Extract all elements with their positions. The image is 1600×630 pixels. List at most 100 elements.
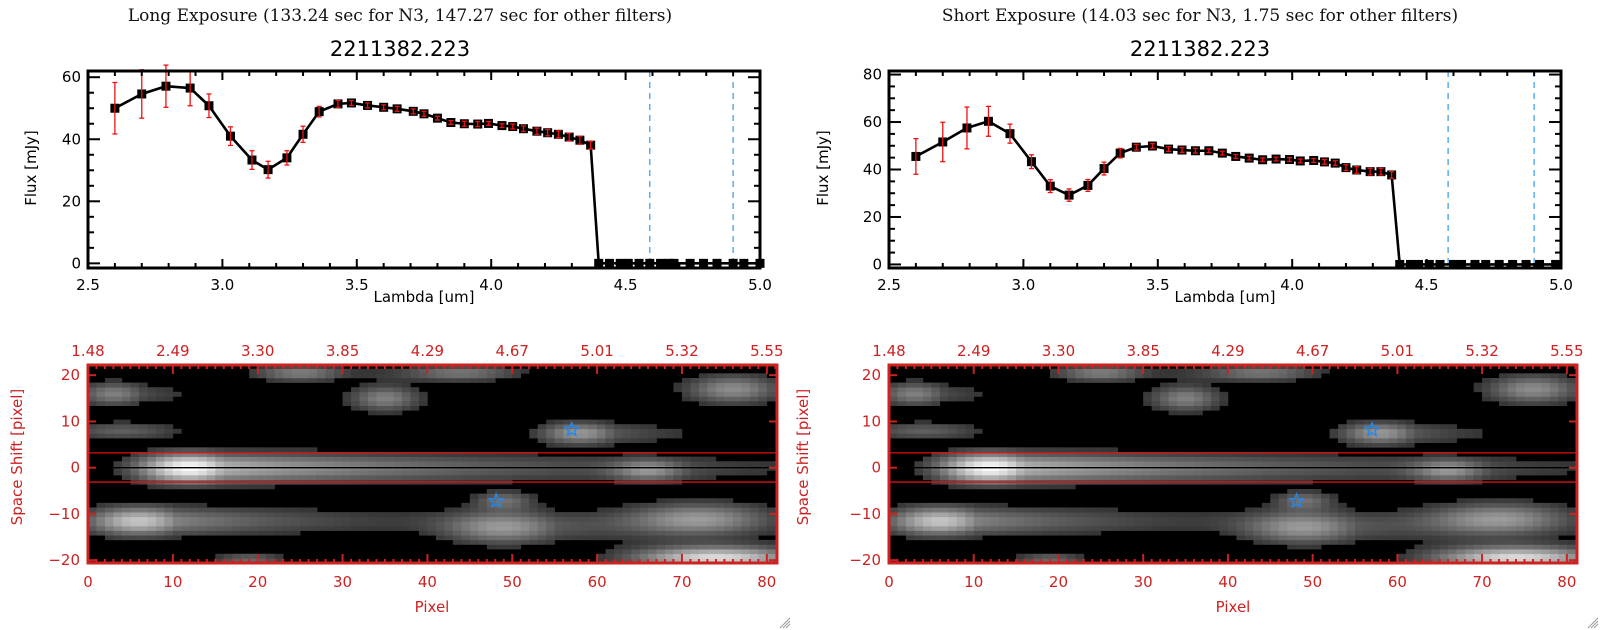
image-pixel [1117, 475, 1127, 481]
image-pixel [664, 470, 674, 476]
image-pixel [673, 475, 683, 481]
image-pixel [715, 521, 725, 527]
image-pixel [597, 512, 606, 518]
image-pixel [1507, 535, 1517, 541]
image-pixel [503, 530, 513, 536]
image-pixel [597, 475, 606, 481]
image-pixel [1202, 387, 1212, 393]
image-pixel [1532, 502, 1542, 508]
image-pixel [104, 387, 114, 393]
image-pixel [164, 525, 174, 531]
image-pixel [1168, 382, 1178, 388]
image-pixel [732, 373, 742, 379]
image-pixel [1549, 391, 1559, 397]
image-pixel [384, 461, 394, 467]
image-pixel [1431, 428, 1441, 434]
image-pixel [1566, 516, 1576, 522]
image-pixel [317, 461, 326, 467]
image-pixel [138, 470, 148, 476]
image-pixel [664, 539, 674, 545]
resize-grip-icon[interactable] [779, 617, 791, 629]
image-pixel [1109, 451, 1119, 457]
image-pixel [283, 507, 292, 513]
image-pixel [766, 461, 776, 467]
image-pixel [1490, 544, 1500, 550]
image-pixel [580, 521, 589, 527]
image-pixel [905, 391, 915, 397]
image-pixel [529, 475, 539, 481]
image-pixel [155, 447, 165, 453]
image-pixel [631, 530, 640, 536]
image-pixel [1227, 516, 1237, 522]
image-pixel [1338, 507, 1347, 513]
image-pixel [1507, 516, 1517, 522]
image-pixel [172, 475, 182, 481]
image-pixel [1515, 558, 1525, 564]
image-pixel [537, 507, 547, 513]
image-pixel [401, 525, 411, 531]
image-pixel [1134, 470, 1144, 476]
image-pixel [1414, 530, 1424, 536]
image-pixel [1524, 382, 1534, 388]
image-pixel [121, 461, 131, 467]
image-pixel [1532, 391, 1542, 397]
image-pixel [1515, 502, 1525, 508]
image-pixel [198, 447, 208, 453]
image-pixel [410, 401, 420, 407]
x-tick-label: 80 [757, 573, 776, 591]
image-pixel [181, 521, 191, 527]
image-pixel [732, 461, 742, 467]
image-pixel [427, 451, 437, 457]
image-pixel [249, 368, 259, 374]
image-pixel [1160, 401, 1169, 407]
image-pixel [563, 475, 572, 481]
image-pixel [384, 405, 394, 411]
image-pixel [656, 521, 666, 527]
image-pixel [317, 475, 326, 481]
image-pixel [1058, 368, 1068, 374]
image-pixel [1016, 447, 1025, 453]
image-pixel [1287, 544, 1296, 550]
image-pixel [554, 461, 564, 467]
image-pixel [1321, 368, 1330, 374]
error-bar [1273, 156, 1279, 162]
image-pixel [1422, 549, 1432, 555]
image-pixel [1312, 368, 1322, 374]
image-pixel [741, 391, 751, 397]
image-pixel [741, 373, 751, 379]
image-pixel [138, 396, 148, 402]
image-pixel [563, 521, 572, 527]
image-pixel [965, 433, 975, 439]
image-pixel [537, 525, 547, 531]
image-pixel [1388, 516, 1398, 522]
image-pixel [1024, 525, 1034, 531]
image-pixel [342, 512, 352, 518]
image-pixel [249, 456, 259, 462]
image-pixel [155, 512, 165, 518]
image-pixel [580, 461, 589, 467]
image-pixel [384, 470, 394, 476]
image-pixel [401, 382, 411, 388]
image-pixel [486, 368, 496, 374]
image-pixel [189, 456, 199, 462]
image-pixel [1219, 475, 1229, 481]
image-pixel [283, 475, 292, 481]
image-pixel [1109, 525, 1119, 531]
image-pixel [291, 507, 301, 513]
resize-grip-icon[interactable] [1587, 617, 1599, 629]
image-pixel [172, 461, 182, 467]
image-pixel [1261, 535, 1271, 541]
image-pixel [1371, 521, 1381, 527]
image-pixel [274, 373, 284, 379]
image-pixel [1066, 456, 1076, 462]
image-pixel [1482, 470, 1491, 476]
image-pixel [1456, 539, 1466, 545]
image-pixel [96, 521, 106, 527]
image-pixel [240, 470, 250, 476]
image-pixel [104, 382, 114, 388]
image-pixel [1083, 447, 1093, 453]
image-pixel [546, 516, 555, 522]
image-pixel [138, 475, 148, 481]
image-pixel [1270, 502, 1280, 508]
image-pixel [622, 428, 632, 434]
